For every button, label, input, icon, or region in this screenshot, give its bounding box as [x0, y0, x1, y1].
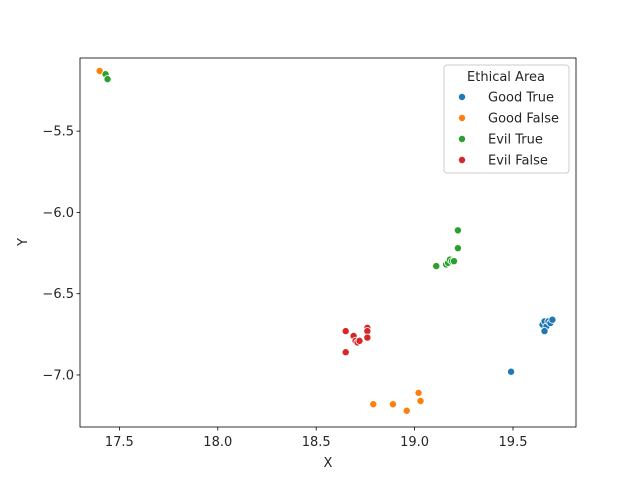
legend-label-evil-true: Evil True: [488, 133, 543, 148]
point-evil-true-9: [449, 257, 458, 266]
x-tick-label: 18.0: [203, 435, 232, 450]
point-good-true-7: [540, 327, 549, 336]
point-evil-false-5: [355, 336, 364, 345]
legend: Ethical Area Good True Good False Evil Tru…: [443, 64, 570, 174]
point-good-true-0: [507, 367, 516, 376]
y-tick-label: −6.5: [42, 287, 74, 302]
plot-frame: [79, 57, 577, 428]
x-axis-ticks: 17.5 18.0 18.5 19.0 19.5: [105, 427, 528, 450]
x-axis-label: X: [324, 456, 333, 471]
point-good-false-3: [402, 406, 411, 415]
legend-title: Ethical Area: [467, 70, 545, 85]
point-evil-false-1: [341, 348, 350, 357]
x-tick-label: 19.0: [400, 435, 429, 450]
point-good-true-6: [548, 315, 557, 324]
legend-marker-good-true: [457, 93, 466, 102]
legend-marker-evil-true: [457, 134, 466, 143]
point-good-false-4: [414, 388, 423, 397]
legend-label-good-false: Good False: [488, 112, 559, 127]
point-evil-false-8: [363, 333, 372, 342]
y-axis-label: Y: [16, 238, 31, 247]
legend-entries: Good True Good False Evil True Evil False: [457, 91, 559, 169]
point-evil-true-3: [453, 244, 462, 253]
x-tick-label: 18.5: [302, 435, 331, 450]
point-evil-false-0: [341, 327, 350, 336]
point-evil-true-2: [453, 226, 462, 235]
legend-marker-evil-false: [457, 155, 466, 164]
legend-box: [443, 64, 570, 174]
legend-label-evil-false: Evil False: [488, 154, 548, 169]
point-good-false-5: [416, 396, 425, 405]
legend-label-good-true: Good True: [488, 91, 554, 106]
point-good-false-1: [369, 400, 378, 409]
y-tick-label: −7.0: [42, 368, 74, 383]
x-tick-label: 19.5: [499, 435, 528, 450]
points-layer: [95, 67, 557, 415]
legend-marker-good-false: [457, 114, 466, 123]
y-axis-ticks: −5.5 −6.0 −6.5 −7.0: [42, 125, 80, 383]
point-good-false-2: [388, 400, 397, 409]
point-evil-true-4: [432, 262, 441, 271]
x-tick-label: 17.5: [105, 435, 134, 450]
y-tick-label: −5.5: [42, 125, 74, 140]
y-tick-label: −6.0: [42, 206, 74, 221]
point-evil-true-1: [103, 75, 112, 84]
